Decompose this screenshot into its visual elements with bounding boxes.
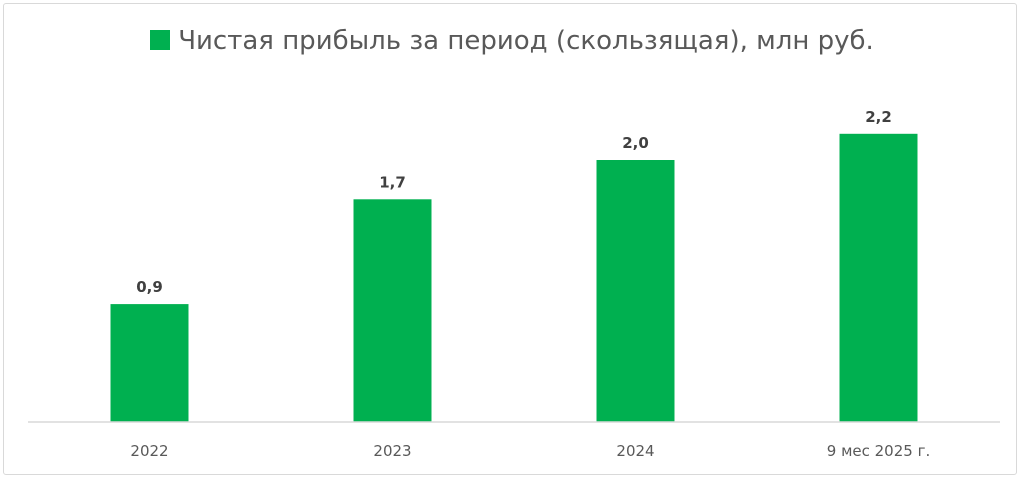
data-label: 0,9 — [136, 278, 163, 296]
bar — [353, 199, 432, 422]
data-label: 1,7 — [379, 173, 406, 191]
bar — [839, 133, 918, 423]
bar — [596, 160, 675, 422]
data-label: 2,0 — [622, 134, 649, 152]
legend: Чистая прибыль за период (скользящая), м… — [0, 26, 1024, 56]
x-tick-label: 2022 — [130, 442, 168, 460]
chart-frame — [3, 3, 1017, 475]
x-tick-label: 2024 — [616, 442, 654, 460]
legend-label: Чистая прибыль за период (скользящая), м… — [178, 26, 874, 56]
x-tick-label: 2023 — [373, 442, 411, 460]
x-tick-label: 9 мес 2025 г. — [827, 442, 930, 460]
legend-swatch — [150, 30, 171, 50]
bar — [110, 304, 189, 422]
data-label: 2,2 — [865, 108, 892, 126]
